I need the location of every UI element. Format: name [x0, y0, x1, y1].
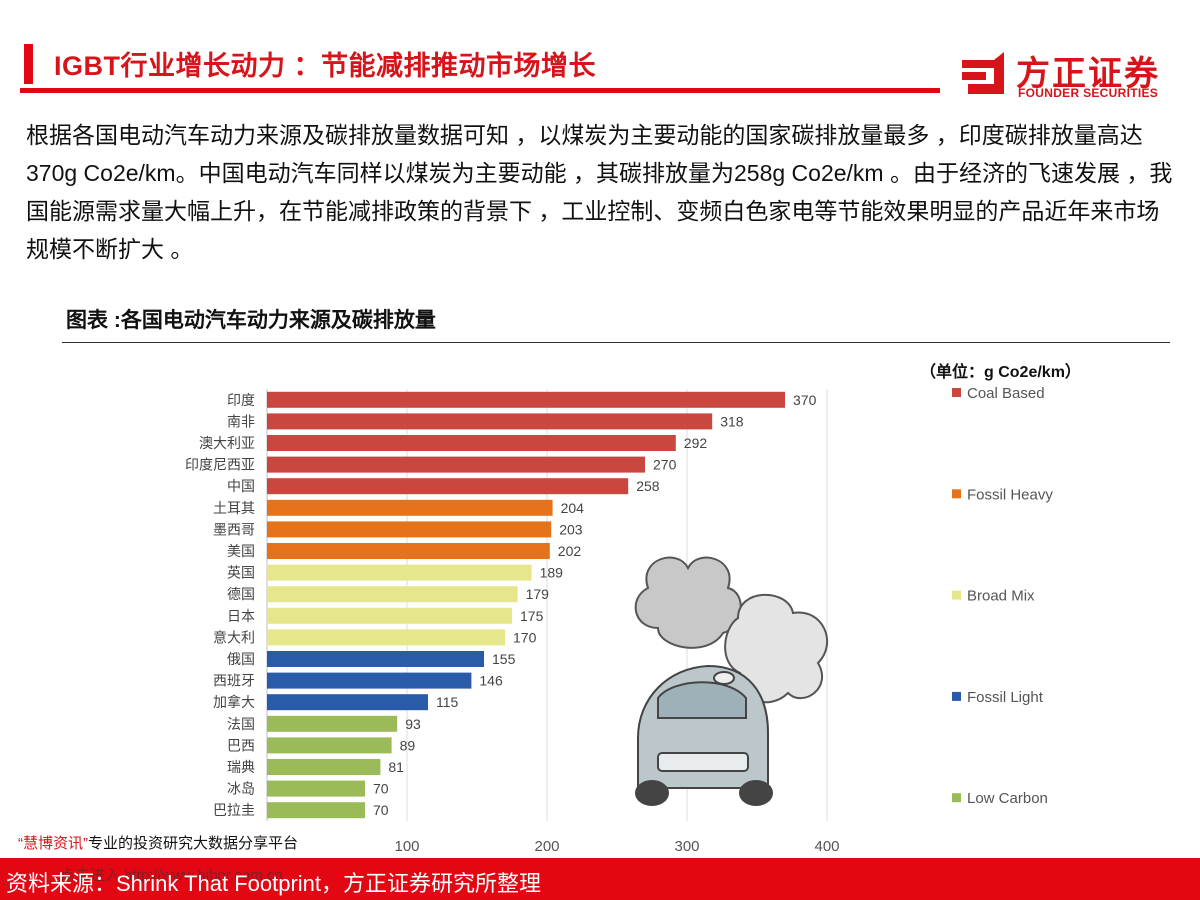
category-label-17: 瑞典: [227, 759, 255, 775]
legend-label-3: Fossil Light: [967, 689, 1044, 706]
intro-paragraph: 根据各国电动汽车动力来源及碳排放量数据可知 ，以煤炭为主要动能的国家碳排放量最多…: [26, 122, 1173, 262]
bar-18: [267, 780, 365, 797]
value-label-9: 179: [526, 586, 550, 602]
category-label-8: 英国: [227, 565, 255, 581]
bar-6: [267, 521, 552, 538]
founder-logo-icon: [962, 52, 1004, 94]
title-divider: [20, 88, 940, 93]
x-tick-label-200: 200: [534, 838, 559, 855]
legend-label-2: Broad Mix: [967, 588, 1035, 605]
category-label-3: 印度尼西亚: [185, 457, 255, 473]
value-label-7: 202: [558, 543, 582, 559]
chart-heading-divider: [62, 342, 1170, 343]
category-label-12: 俄国: [227, 651, 255, 667]
chart-heading: 图表 :各国电动汽车动力来源及碳排放量: [66, 309, 436, 332]
hibor-brand: “慧博资讯”: [18, 835, 88, 852]
category-label-1: 南非: [227, 413, 255, 429]
bar-9: [267, 586, 518, 603]
category-label-4: 中国: [227, 478, 255, 494]
value-label-11: 170: [513, 629, 537, 645]
page-title: IGBT行业增长动力 ：节能减排推动市场增长: [54, 51, 596, 81]
bar-1: [267, 413, 713, 430]
value-label-12: 155: [492, 651, 516, 667]
category-label-10: 日本: [227, 608, 255, 624]
hibor-watermark-link[interactable]: 点击进入 http://www.hibor.com.cn: [60, 867, 283, 884]
hibor-tagline: 专业的投资研究大数据分享平台: [88, 835, 299, 852]
value-label-10: 175: [520, 608, 544, 624]
title-accent-bar: [24, 44, 33, 84]
value-label-19: 70: [373, 802, 389, 818]
bar-13: [267, 672, 472, 689]
category-label-18: 冰岛: [227, 781, 255, 797]
bar-19: [267, 802, 365, 819]
bar-8: [267, 564, 532, 581]
x-tick-label-300: 300: [674, 838, 699, 855]
value-label-3: 270: [653, 457, 677, 473]
category-label-13: 西班牙: [213, 673, 255, 689]
bar-3: [267, 456, 645, 473]
value-label-6: 203: [559, 521, 583, 537]
value-label-5: 204: [561, 500, 585, 516]
legend-label-1: Fossil Heavy: [967, 486, 1053, 503]
category-label-2: 澳大利亚: [199, 435, 255, 451]
category-label-16: 巴西: [227, 737, 255, 753]
bar-12: [267, 651, 484, 667]
value-label-16: 89: [400, 737, 416, 753]
car-exhaust-illustration: [634, 556, 829, 806]
logo-chinese-name: 方正证券: [1016, 55, 1160, 93]
category-label-19: 巴拉圭: [213, 802, 255, 818]
x-tick-label-100: 100: [394, 838, 419, 855]
value-label-0: 370: [793, 392, 817, 408]
bar-10: [267, 607, 512, 624]
bar-0: [267, 391, 785, 408]
bar-16: [267, 737, 392, 754]
logo-english-name: FOUNDER SECURITIES: [1018, 86, 1159, 100]
bar-17: [267, 759, 381, 775]
legend-swatch-3: [952, 691, 961, 701]
value-label-2: 292: [684, 435, 708, 451]
bar-11: [267, 629, 505, 646]
bar-15: [267, 715, 398, 732]
bar-5: [267, 499, 553, 516]
founder-logo: 方正证券 FOUNDER SECURITIES: [958, 48, 1168, 102]
category-label-7: 美国: [227, 543, 255, 559]
bar-14: [267, 694, 428, 711]
legend-swatch-4: [952, 793, 961, 803]
category-label-6: 墨西哥: [213, 521, 255, 537]
value-label-14: 115: [436, 694, 459, 710]
category-label-0: 印度: [227, 392, 255, 408]
category-label-15: 法国: [227, 716, 255, 732]
legend-label-4: Low Carbon: [967, 790, 1048, 807]
legend-swatch-0: [952, 388, 961, 397]
value-label-17: 81: [388, 759, 404, 775]
unit-label: （单位：g Co2e/km）: [920, 364, 1081, 381]
category-label-9: 德国: [227, 586, 255, 602]
value-label-1: 318: [720, 413, 744, 429]
value-label-13: 146: [479, 673, 503, 689]
source-note: 资料来源：Shrink That Footprint，方正证券研究所整理: [6, 871, 542, 896]
value-label-8: 189: [540, 565, 564, 581]
bar-7: [267, 543, 550, 559]
legend-swatch-2: [952, 590, 961, 600]
legend-swatch-1: [952, 489, 961, 499]
legend-label-0: Coal Based: [967, 385, 1045, 402]
category-label-14: 加拿大: [213, 694, 255, 710]
bar-4: [267, 478, 629, 495]
category-label-11: 意大利: [213, 629, 255, 645]
footer-bar: [0, 858, 1200, 900]
bar-2: [267, 435, 676, 451]
value-label-4: 258: [636, 478, 660, 494]
value-label-18: 70: [373, 781, 389, 797]
category-label-5: 土耳其: [213, 500, 255, 516]
value-label-15: 93: [405, 716, 421, 732]
hibor-watermark-line1: “慧博资讯”专业的投资研究大数据分享平台: [18, 832, 298, 853]
x-tick-label-400: 400: [814, 838, 839, 855]
